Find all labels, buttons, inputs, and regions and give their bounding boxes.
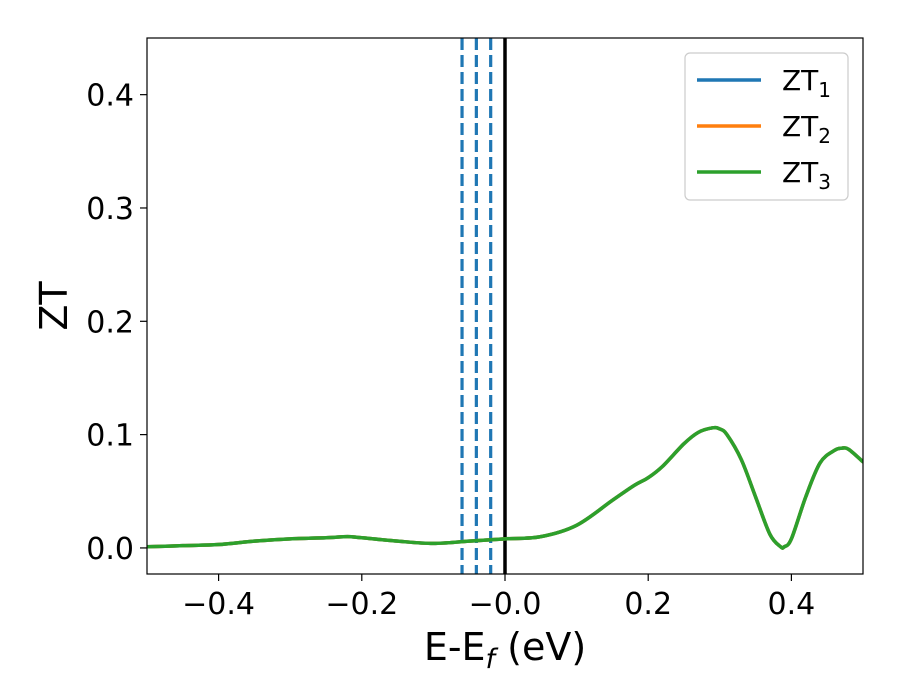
y-tick-label: 0.0 <box>86 532 134 567</box>
x-axis-label: E-Ef (eV) <box>424 625 586 675</box>
y-tick-label: 0.1 <box>86 419 134 454</box>
y-tick-label: 0.2 <box>86 305 134 340</box>
y-axis-ticks: 0.0 0.1 0.2 0.3 0.4 <box>86 79 147 567</box>
x-tick-label: 0.2 <box>624 587 672 622</box>
y-tick-label: 0.3 <box>86 192 134 227</box>
legend-label-2: ZT2 <box>782 110 831 148</box>
y-tick-label: 0.4 <box>86 79 134 114</box>
legend-box <box>684 52 849 201</box>
legend: ZT1 ZT2 ZT3 <box>684 52 849 201</box>
x-axis-ticks: −0.4 −0.2 −0.0 0.2 0.4 <box>182 574 815 622</box>
plot-area <box>147 38 863 574</box>
x-tick-label: −0.4 <box>182 587 255 622</box>
x-tick-label: 0.4 <box>768 587 816 622</box>
legend-label-3: ZT3 <box>782 156 831 194</box>
x-tick-label: −0.0 <box>469 587 542 622</box>
series-line-zt3 <box>147 425 863 550</box>
legend-label-1: ZT1 <box>782 64 831 102</box>
x-tick-label: −0.2 <box>325 587 398 622</box>
y-axis-label: ZT <box>32 281 76 331</box>
